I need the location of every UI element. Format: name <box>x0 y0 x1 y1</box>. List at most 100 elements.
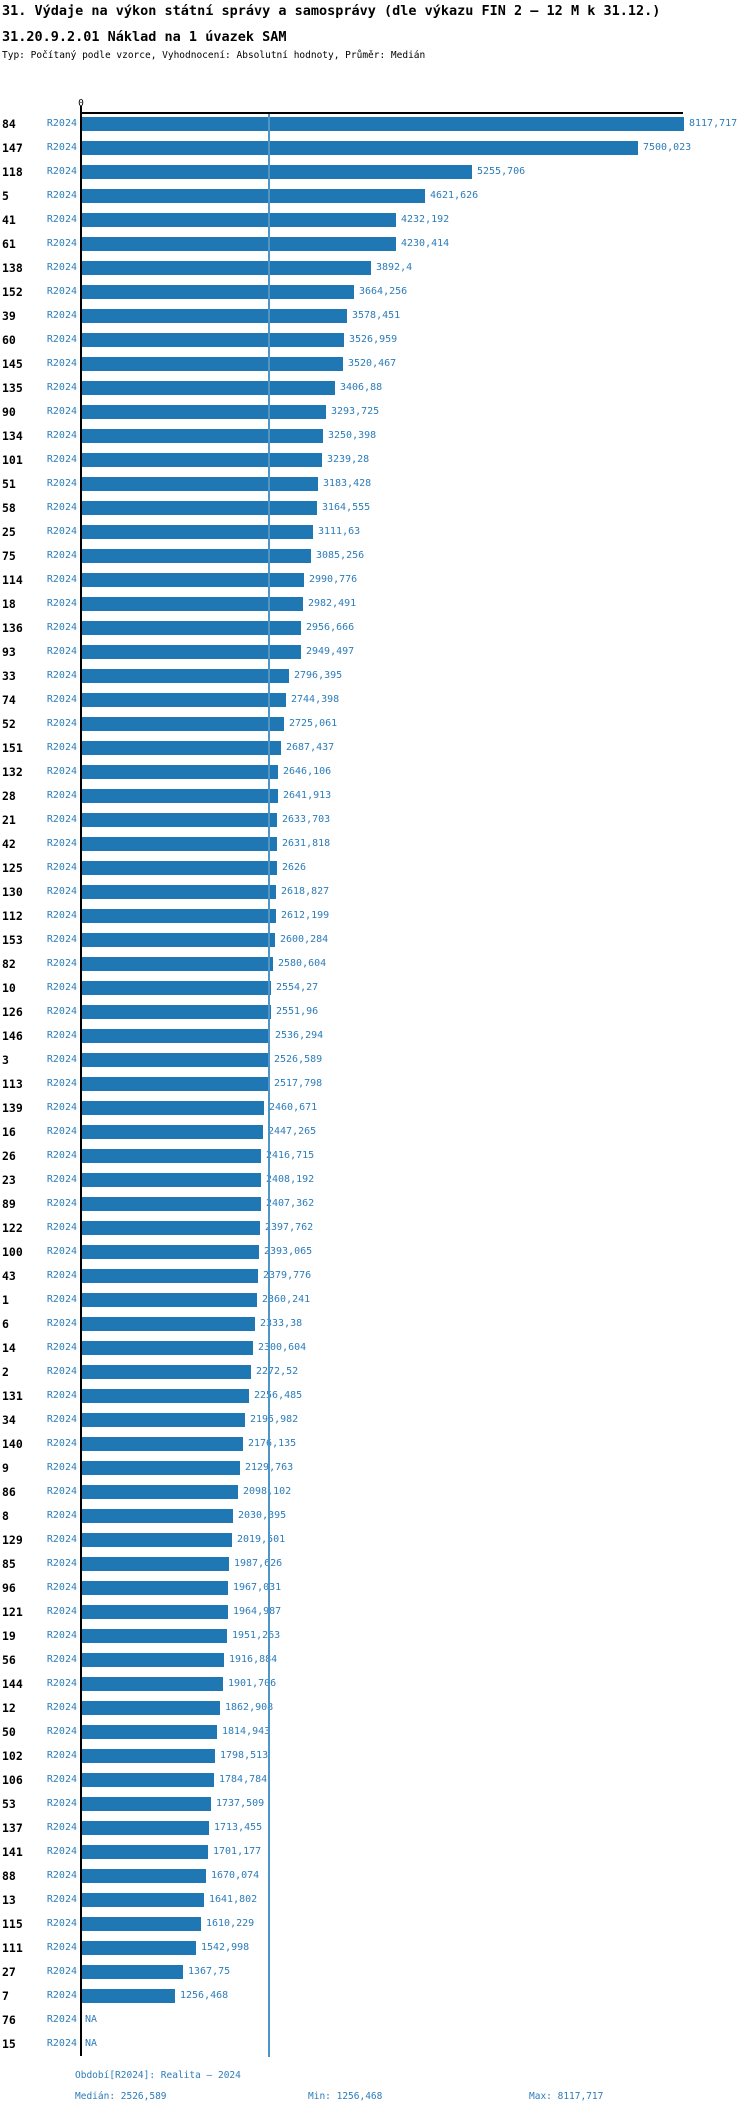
row-category-label: 147 <box>2 141 23 155</box>
row-value-label: 2646,106 <box>283 766 332 777</box>
chart-row: 82 R2024 2580,604 <box>0 952 750 976</box>
chart-row: 39 R2024 3578,451 <box>0 304 750 328</box>
chart-row: 136 R2024 2956,666 <box>0 616 750 640</box>
chart-row: 113 R2024 2517,798 <box>0 1072 750 1096</box>
row-value-label: 1641,802 <box>209 1894 258 1905</box>
row-category-label: 130 <box>2 885 23 899</box>
chart-row: 8 R2024 2030,395 <box>0 1504 750 1528</box>
row-category-label: 6 <box>2 1317 9 1331</box>
value-bar <box>82 861 277 875</box>
chart-row: 88 R2024 1670,074 <box>0 1864 750 1888</box>
row-category-label: 60 <box>2 333 16 347</box>
chart-row: 137 R2024 1713,455 <box>0 1816 750 1840</box>
value-bar <box>82 1341 253 1355</box>
row-series-period-label: R2024 <box>46 2014 77 2025</box>
row-category-label: 146 <box>2 1029 23 1043</box>
chart-row: 126 R2024 2551,96 <box>0 1000 750 1024</box>
chart-row: 16 R2024 2447,265 <box>0 1120 750 1144</box>
row-value-label: 1964,987 <box>233 1606 282 1617</box>
value-bar <box>82 189 425 203</box>
row-value-label: 1798,513 <box>220 1750 269 1761</box>
row-category-label: 112 <box>2 909 23 923</box>
value-bar <box>82 1461 240 1475</box>
row-value-label: 3406,88 <box>340 382 383 393</box>
chart-row: 111 R2024 1542,998 <box>0 1936 750 1960</box>
chart-row: 13 R2024 1641,802 <box>0 1888 750 1912</box>
row-category-label: 39 <box>2 309 16 323</box>
row-category-label: 52 <box>2 717 16 731</box>
chart-row: 27 R2024 1367,75 <box>0 1960 750 1984</box>
row-value-label: 5255,706 <box>477 166 526 177</box>
row-series-period-label: R2024 <box>46 1438 77 1449</box>
row-series-period-label: R2024 <box>46 742 77 753</box>
chart-row: 25 R2024 3111,63 <box>0 520 750 544</box>
row-series-period-label: R2024 <box>46 1006 77 1017</box>
row-category-label: 135 <box>2 381 23 395</box>
row-value-label: 2195,982 <box>250 1414 299 1425</box>
row-category-label: 129 <box>2 1533 23 1547</box>
row-category-label: 26 <box>2 1149 16 1163</box>
row-series-period-label: R2024 <box>46 934 77 945</box>
row-value-label: 1256,468 <box>180 1990 229 2001</box>
row-category-label: 16 <box>2 1125 16 1139</box>
value-bar <box>82 1269 258 1283</box>
row-category-label: 1 <box>2 1293 9 1307</box>
row-series-period-label: R2024 <box>46 118 77 129</box>
row-series-period-label: R2024 <box>46 334 77 345</box>
chart-row: 134 R2024 3250,398 <box>0 424 750 448</box>
row-series-period-label: R2024 <box>46 1654 77 1665</box>
row-series-period-label: R2024 <box>46 358 77 369</box>
value-bar <box>82 1221 260 1235</box>
indicator-type-line: Typ: Počítaný podle vzorce, Vyhodnocení:… <box>2 50 426 61</box>
row-value-label: 1670,074 <box>211 1870 260 1881</box>
row-series-period-label: R2024 <box>46 958 77 969</box>
row-series-period-label: R2024 <box>46 1702 77 1713</box>
row-series-period-label: R2024 <box>46 1030 77 1041</box>
row-value-label: 3520,467 <box>348 358 397 369</box>
chart-row: 84 R2024 8117,717 <box>0 112 750 136</box>
row-series-period-label: R2024 <box>46 1918 77 1929</box>
row-series-period-label: R2024 <box>46 1414 77 1425</box>
value-bar <box>82 429 323 443</box>
row-series-period-label: R2024 <box>46 1294 77 1305</box>
chart-row: 61 R2024 4230,414 <box>0 232 750 256</box>
value-bar <box>82 1965 183 1979</box>
row-value-label: 2633,703 <box>282 814 331 825</box>
row-series-period-label: R2024 <box>46 1270 77 1281</box>
chart-row: 43 R2024 2379,776 <box>0 1264 750 1288</box>
value-bar <box>82 237 396 251</box>
row-series-period-label: R2024 <box>46 1942 77 1953</box>
row-value-label: 8117,717 <box>689 118 738 129</box>
row-value-label: 1987,626 <box>234 1558 283 1569</box>
row-series-period-label: R2024 <box>46 838 77 849</box>
value-bar <box>82 1533 232 1547</box>
value-bar <box>82 261 371 275</box>
value-bar <box>82 1701 220 1715</box>
row-value-label: 3664,256 <box>359 286 408 297</box>
row-category-label: 138 <box>2 261 23 275</box>
row-category-label: 113 <box>2 1077 23 1091</box>
value-bar <box>82 1365 251 1379</box>
row-value-label: 2030,395 <box>238 1510 287 1521</box>
value-bar <box>82 1629 227 1643</box>
row-series-period-label: R2024 <box>46 790 77 801</box>
row-series-period-label: R2024 <box>46 1798 77 1809</box>
row-value-label: 2447,265 <box>268 1126 317 1137</box>
chart-row: 85 R2024 1987,626 <box>0 1552 750 1576</box>
value-bar <box>82 405 326 419</box>
chart-row: 93 R2024 2949,497 <box>0 640 750 664</box>
row-value-label: 2517,798 <box>274 1078 323 1089</box>
row-category-label: 13 <box>2 1893 16 1907</box>
row-series-period-label: R2024 <box>46 1078 77 1089</box>
row-series-period-label: R2024 <box>46 454 77 465</box>
row-series-period-label: R2024 <box>46 262 77 273</box>
row-series-period-label: R2024 <box>46 910 77 921</box>
row-value-label: 3526,959 <box>349 334 398 345</box>
value-bar <box>82 333 344 347</box>
row-category-label: 5 <box>2 189 9 203</box>
row-value-label: 3250,398 <box>328 430 377 441</box>
row-category-label: 126 <box>2 1005 23 1019</box>
row-category-label: 74 <box>2 693 16 707</box>
row-category-label: 28 <box>2 789 16 803</box>
row-series-period-label: R2024 <box>46 502 77 513</box>
